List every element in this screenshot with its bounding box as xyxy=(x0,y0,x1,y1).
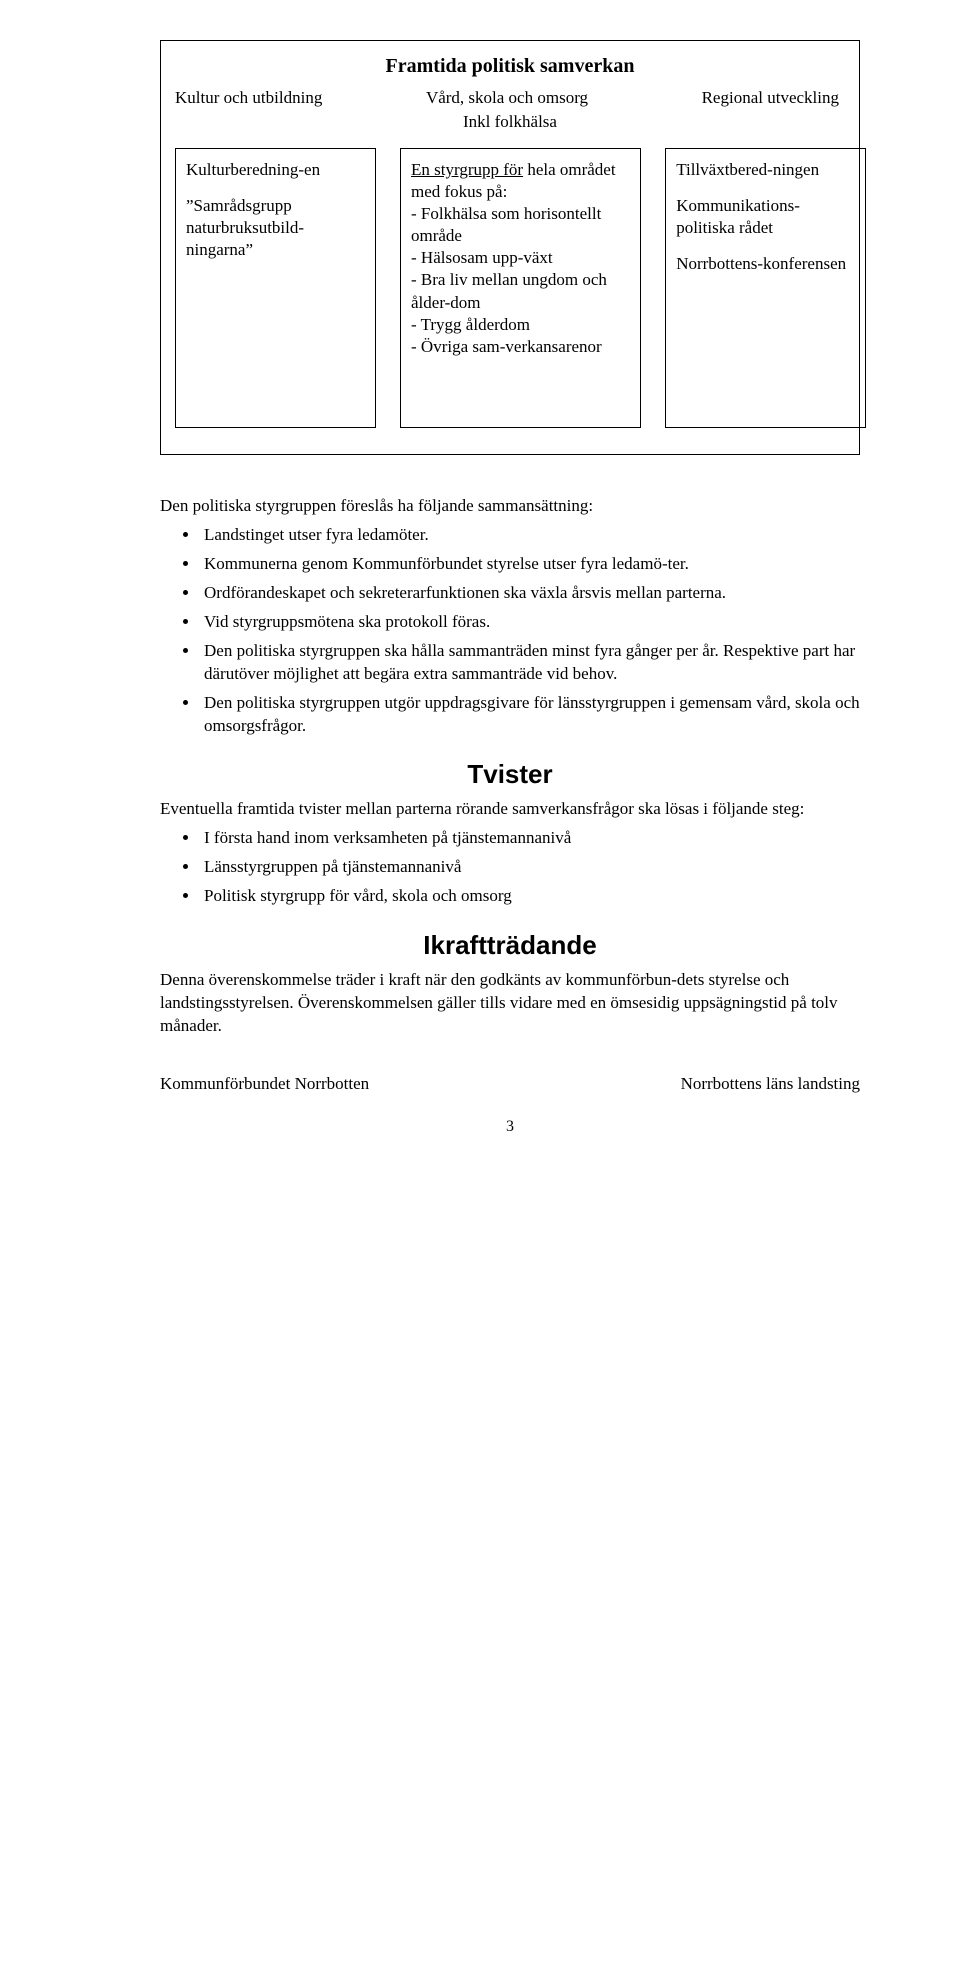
box3-line1: Tillväxtbered-ningen xyxy=(676,159,855,181)
box2-item3: - Bra liv mellan ungdom och ålder-dom xyxy=(411,269,630,313)
box3-line3: Norrbottens-konferensen xyxy=(676,253,855,275)
list-item: I första hand inom verksamheten på tjäns… xyxy=(200,827,860,850)
box2-item5: - Övriga sam-verkansarenor xyxy=(411,336,630,358)
tvister-heading: Tvister xyxy=(160,759,860,790)
box2-item1: - Folkhälsa som horisontellt område xyxy=(411,203,630,247)
box2-item4: - Trygg ålderdom xyxy=(411,314,630,336)
list-item: Landstinget utser fyra ledamöter. xyxy=(200,524,860,547)
col-header-1: Kultur och utbildning xyxy=(175,88,396,108)
chart-box-regional: Tillväxtbered-ningen Kommunikations-poli… xyxy=(665,148,866,428)
intro-paragraph: Den politiska styrgruppen föreslås ha fö… xyxy=(160,495,860,518)
signatory-right: Norrbottens läns landsting xyxy=(681,1074,860,1094)
box2-item2: - Hälsosam upp-växt xyxy=(411,247,630,269)
ikraft-heading: Ikraftträdande xyxy=(160,930,860,961)
box2-lead: En styrgrupp för hela området med fokus … xyxy=(411,159,630,203)
chart-box-vard: En styrgrupp för hela området med fokus … xyxy=(400,148,641,428)
list-item: Den politiska styrgruppen utgör uppdrags… xyxy=(200,692,860,738)
col-header-3: Regional utveckling xyxy=(618,88,845,108)
tvister-paragraph: Eventuella framtida tvister mellan parte… xyxy=(160,798,860,821)
signatory-row: Kommunförbundet Norrbotten Norrbottens l… xyxy=(160,1074,860,1094)
list-item: Länsstyrgruppen på tjänstemannanivå xyxy=(200,856,860,879)
chart-title: Framtida politisk samverkan xyxy=(175,55,845,78)
box3-line2: Kommunikations-politiska rådet xyxy=(676,195,855,239)
chart-column-headers: Kultur och utbildning Vård, skola och om… xyxy=(175,88,845,108)
box1-line1: Kulturberedning-en xyxy=(186,159,365,181)
tvister-bullet-list: I första hand inom verksamheten på tjäns… xyxy=(160,827,860,908)
chart-boxes-row: Kulturberedning-en ”Samrådsgrupp naturbr… xyxy=(175,148,845,428)
org-chart-container: Framtida politisk samverkan Kultur och u… xyxy=(160,40,860,455)
list-item: Kommunerna genom Kommunförbundet styrels… xyxy=(200,553,860,576)
chart-box-kultur: Kulturberedning-en ”Samrådsgrupp naturbr… xyxy=(175,148,376,428)
document-page: Framtida politisk samverkan Kultur och u… xyxy=(0,0,960,1196)
col-header-2-sub: Inkl folkhälsa xyxy=(175,112,845,132)
list-item: Vid styrgruppsmötena ska protokoll föras… xyxy=(200,611,860,634)
box2-lead-underline: En styrgrupp för xyxy=(411,160,523,179)
col-header-2: Vård, skola och omsorg xyxy=(396,88,617,108)
signatory-left: Kommunförbundet Norrbotten xyxy=(160,1074,369,1094)
ikraft-paragraph: Denna överenskommelse träder i kraft när… xyxy=(160,969,860,1038)
list-item: Politisk styrgrupp för vård, skola och o… xyxy=(200,885,860,908)
composition-bullet-list: Landstinget utser fyra ledamöter. Kommun… xyxy=(160,524,860,738)
list-item: Den politiska styrgruppen ska hålla samm… xyxy=(200,640,860,686)
list-item: Ordförandeskapet och sekreterarfunktione… xyxy=(200,582,860,605)
page-number: 3 xyxy=(160,1118,860,1136)
box1-line2: ”Samrådsgrupp naturbruksutbild-ningarna” xyxy=(186,195,365,261)
